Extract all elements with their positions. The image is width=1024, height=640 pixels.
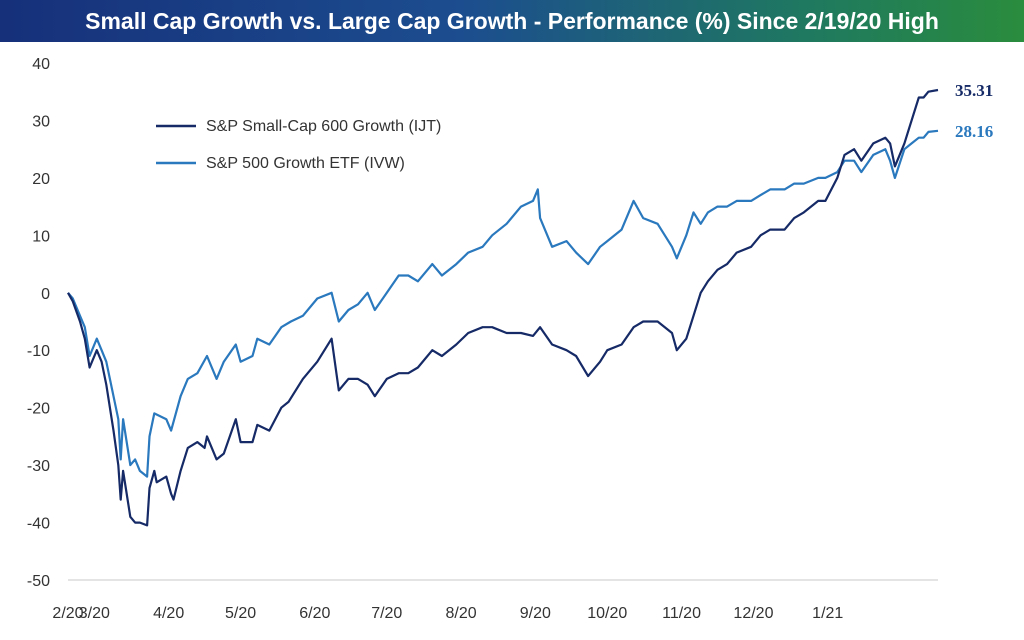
x-tick-label: 11/20	[662, 605, 701, 622]
legend-label-large-cap: S&P 500 Growth ETF (IVW)	[206, 155, 405, 172]
legend-label-small-cap: S&P Small-Cap 600 Growth (IJT)	[206, 118, 441, 135]
x-tick-label: 8/20	[445, 605, 476, 622]
title-bar: Small Cap Growth vs. Large Cap Growth - …	[0, 0, 1024, 42]
y-tick-label: -40	[27, 516, 50, 533]
y-tick-label: 20	[32, 171, 50, 188]
x-axis: 2/203/20 4/20 5/20 6/20 7/20 8/20 9/20 10/20 11/…	[52, 579, 938, 622]
y-tick-label: 30	[32, 113, 50, 130]
x-tick-label: 3/20	[79, 605, 110, 622]
y-tick-label: -10	[27, 343, 50, 360]
y-tick-label: -50	[27, 573, 50, 590]
end-label-large-cap: 28.16	[955, 122, 993, 141]
end-labels: 35.31 28.16	[955, 81, 993, 141]
x-tick-label: 7/20	[371, 605, 402, 622]
line-chart: -50 -40 -30 -20 -10 0 10 20 30 40 2/203/20 4/20 5/2…	[27, 56, 993, 622]
series-line-large-cap	[67, 129, 939, 478]
y-tick-label: 0	[41, 286, 50, 303]
y-tick-label: -20	[27, 401, 50, 418]
x-tick-label: 10/20	[587, 605, 627, 622]
series-line-small-cap	[67, 88, 939, 527]
y-tick-label: -30	[27, 458, 50, 475]
y-tick-label: 40	[32, 56, 50, 73]
x-tick-label: 6/20	[299, 605, 330, 622]
x-tick-label: 2/20	[52, 605, 83, 622]
x-tick-label: 4/20	[153, 605, 184, 622]
x-tick-label: 12/20	[733, 605, 773, 622]
end-label-small-cap: 35.31	[955, 81, 993, 100]
legend: S&P Small-Cap 600 Growth (IJT) S&P 500 G…	[156, 118, 441, 172]
y-axis: -50 -40 -30 -20 -10 0 10 20 30 40	[27, 56, 50, 590]
y-tick-label: 10	[32, 228, 50, 245]
x-tick-label: 1/21	[812, 605, 843, 622]
chart-title: Small Cap Growth vs. Large Cap Growth - …	[85, 7, 939, 34]
x-tick-label: 5/20	[225, 605, 256, 622]
x-tick-label: 9/20	[520, 605, 551, 622]
series-layer	[67, 88, 939, 527]
